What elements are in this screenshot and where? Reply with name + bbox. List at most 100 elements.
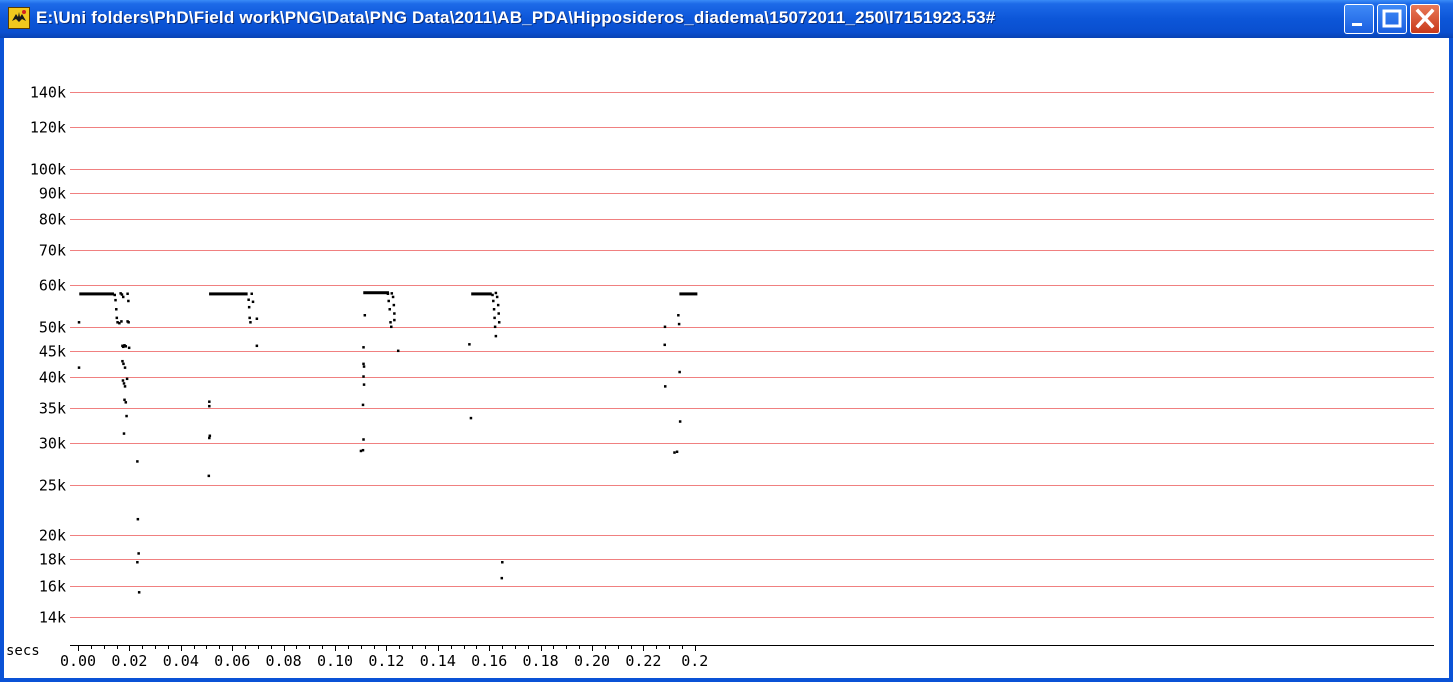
data-point bbox=[114, 298, 117, 302]
data-point bbox=[663, 343, 666, 347]
data-point bbox=[113, 293, 116, 297]
data-point bbox=[663, 385, 667, 388]
data-point bbox=[120, 320, 123, 323]
data-point bbox=[123, 398, 126, 402]
y-tick-label: 25k bbox=[39, 477, 66, 495]
data-point bbox=[362, 383, 366, 386]
y-tick-label: 100k bbox=[30, 161, 66, 179]
x-tick-label: 0.2 bbox=[681, 652, 708, 670]
data-point bbox=[123, 344, 126, 347]
spectrogram-panel[interactable]: 140k 120k 100k 90k 80k 70k 60k 50k 45k 40k 35k 30k 2… bbox=[4, 38, 1449, 678]
data-point bbox=[121, 345, 125, 349]
maximize-button[interactable] bbox=[1377, 4, 1407, 34]
data-point bbox=[126, 292, 129, 296]
data-point bbox=[255, 317, 259, 320]
y-tick-label: 14k bbox=[39, 609, 66, 627]
maximize-icon bbox=[1382, 9, 1402, 28]
app-icon[interactable] bbox=[8, 7, 30, 29]
data-point bbox=[393, 318, 396, 322]
data-point bbox=[208, 434, 212, 438]
data-point bbox=[116, 321, 119, 324]
call-segment bbox=[471, 292, 492, 296]
x-tick-label: 0.14 bbox=[420, 652, 456, 670]
y-tick-label: 70k bbox=[39, 242, 66, 260]
y-tick-label: 120k bbox=[30, 119, 66, 137]
data-point bbox=[121, 295, 125, 299]
close-icon bbox=[1415, 8, 1435, 29]
data-point bbox=[77, 366, 81, 369]
call-segment bbox=[209, 292, 248, 296]
y-tick-label: 18k bbox=[39, 551, 66, 569]
call-segment bbox=[363, 291, 389, 295]
data-point bbox=[392, 303, 396, 307]
data-point bbox=[127, 321, 130, 324]
data-point bbox=[386, 292, 390, 296]
data-point bbox=[121, 359, 124, 363]
data-point bbox=[389, 321, 392, 324]
data-point bbox=[362, 438, 365, 441]
data-point bbox=[678, 420, 682, 423]
data-point bbox=[494, 334, 498, 338]
data-point bbox=[363, 314, 367, 317]
x-tick-label: 0.22 bbox=[625, 652, 661, 670]
x-tick-label: 0.20 bbox=[574, 652, 610, 670]
data-point bbox=[250, 292, 253, 296]
data-point bbox=[675, 450, 679, 454]
data-point bbox=[247, 298, 250, 302]
data-point bbox=[255, 344, 259, 348]
y-tick-label: 40k bbox=[39, 369, 66, 387]
data-point bbox=[207, 474, 211, 478]
data-point bbox=[248, 316, 251, 320]
data-point bbox=[208, 436, 211, 440]
data-point bbox=[208, 400, 211, 403]
data-point bbox=[115, 308, 118, 311]
data-point bbox=[361, 448, 365, 452]
data-point bbox=[390, 292, 394, 295]
data-point bbox=[77, 321, 81, 324]
y-tick-label: 35k bbox=[39, 400, 66, 418]
data-point bbox=[127, 346, 131, 350]
data-point bbox=[469, 416, 473, 420]
call-segment bbox=[79, 292, 114, 296]
data-point bbox=[677, 314, 680, 317]
x-tick-label: 0.16 bbox=[471, 652, 507, 670]
data-point bbox=[127, 299, 130, 303]
title-bar[interactable]: E:\Uni folders\PhD\Field work\PNG\Data\P… bbox=[0, 0, 1453, 38]
y-tick-label: 16k bbox=[39, 578, 66, 596]
minimize-button[interactable] bbox=[1344, 4, 1374, 34]
frequency-time-chart[interactable]: 140k 120k 100k 90k 80k 70k 60k 50k 45k 40k 35k 30k 2… bbox=[4, 38, 1449, 678]
window-title: E:\Uni folders\PhD\Field work\PNG\Data\P… bbox=[36, 8, 996, 27]
gridlines bbox=[70, 92, 1434, 618]
x-axis-title: secs bbox=[6, 643, 40, 659]
data-point bbox=[120, 293, 124, 296]
data-point bbox=[387, 299, 390, 303]
data-point bbox=[678, 370, 681, 374]
data-point bbox=[492, 299, 495, 303]
data-point bbox=[123, 385, 127, 388]
data-point bbox=[388, 308, 391, 311]
y-tick-label: 45k bbox=[39, 343, 66, 361]
x-tick-label: 0.06 bbox=[214, 652, 250, 670]
data-point bbox=[122, 432, 126, 435]
data-point bbox=[249, 321, 252, 324]
close-button[interactable] bbox=[1410, 4, 1440, 34]
y-tick-label: 140k bbox=[30, 84, 66, 102]
data-point bbox=[122, 382, 126, 385]
minimize-icon bbox=[1352, 23, 1362, 26]
data-point bbox=[501, 560, 504, 564]
y-tick-label: 20k bbox=[39, 527, 66, 545]
data-point bbox=[136, 517, 140, 521]
data-point bbox=[136, 460, 139, 463]
y-tick-label: 30k bbox=[39, 435, 66, 453]
data-point bbox=[119, 292, 122, 295]
data-point bbox=[492, 308, 496, 311]
data-point bbox=[122, 362, 125, 366]
data-point bbox=[491, 293, 494, 297]
data-point bbox=[393, 312, 396, 315]
data-point bbox=[137, 591, 141, 594]
x-tick-label: 0.18 bbox=[523, 652, 559, 670]
data-point bbox=[362, 365, 366, 368]
data-point bbox=[673, 451, 676, 454]
data-point bbox=[493, 325, 497, 329]
